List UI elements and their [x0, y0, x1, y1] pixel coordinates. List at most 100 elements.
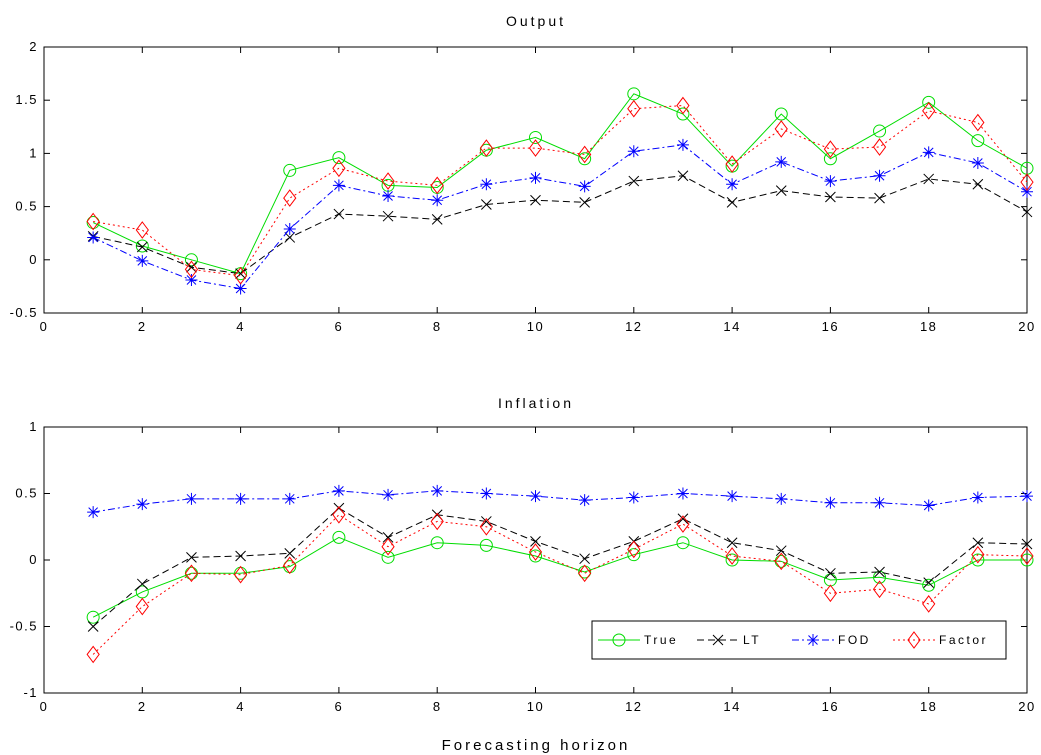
inflation-series-true-point [381, 550, 395, 564]
output-series-fod-point [676, 138, 689, 151]
inflation-series-lt-point [382, 532, 394, 543]
inflation-x-tick-label: 0 [40, 699, 49, 714]
output-series-factor-point [479, 139, 493, 157]
x-axis-label: Forecasting horizon [442, 737, 631, 754]
inflation-series-lt-point [677, 513, 689, 525]
inflation-series-factor-point [381, 537, 395, 556]
output-series-fod-point [578, 180, 591, 193]
inflation-series-true-point [725, 553, 739, 567]
output-series-lt-point [382, 210, 394, 222]
output-series-true-point [922, 95, 936, 109]
output-series-factor-line [93, 105, 1028, 277]
inflation-series-lt-point [825, 567, 836, 579]
inflation-series-fod-point [775, 492, 788, 505]
output-series-fod-point [87, 231, 100, 244]
output-panel: Output 0 2 4 6 8 10 12 14 16 18 20-0.500.511.52 [10, 13, 1035, 334]
inflation-y-tick-label: -0.5 [10, 619, 38, 634]
legend-true-marker [612, 633, 626, 647]
inflation-series-lt-point [480, 516, 492, 527]
output-y-tick-label: 0 [29, 252, 38, 267]
inflation-series-true-point [430, 536, 444, 550]
output-series-factor-point [578, 145, 592, 164]
output-marks: 0 2 4 6 8 10 12 14 16 18 20-0.500.511.52 [10, 39, 1035, 334]
inflation-x-tick-label: 2 [138, 699, 147, 714]
output-series-lt-point [825, 191, 836, 203]
inflation-series-factor-point [872, 580, 887, 599]
output-series-lt-point [284, 232, 296, 243]
inflation-y-tick-label: 0 [29, 552, 38, 567]
inflation-series-lt-point [186, 551, 197, 563]
inflation-x-tick-label: 12 [625, 699, 642, 714]
output-series-factor-point [823, 140, 838, 158]
inflation-series-factor-point [430, 512, 444, 531]
output-series-fod-point [529, 171, 542, 184]
inflation-series-lt-point [923, 577, 935, 588]
output-series-lt-point [972, 178, 984, 190]
inflation-series-fod-line [93, 490, 1028, 513]
output-series-lt-point [726, 196, 738, 208]
output-series-lt-point [333, 208, 345, 220]
output-series-factor-point [381, 172, 395, 190]
inflation-x-tick-label: 20 [1018, 699, 1035, 714]
legend-lt-marker [712, 634, 724, 646]
inflation-series-fod-point [676, 487, 689, 500]
output-series-true-point [283, 163, 297, 177]
output-series-fod-point [775, 155, 788, 168]
inflation-x-tick-label: 6 [335, 699, 344, 714]
inflation-title: Inflation [498, 395, 574, 411]
inflation-series-true-point [479, 538, 493, 552]
output-x-tick-label: 6 [335, 319, 344, 334]
inflation-marks: 0 2 4 6 8 10 12 14 16 18 20 -1 -0.5 0 0.5 1 [10, 419, 1035, 714]
output-series-lt-point [923, 173, 935, 185]
inflation-series-factor-point [283, 556, 297, 575]
output-x-tick-label: 8 [433, 319, 442, 334]
inflation-series-fod-point [382, 488, 395, 501]
output-series-true-point [676, 107, 690, 121]
inflation-y-tick-label: 1 [29, 419, 38, 434]
output-series-true-point [627, 87, 641, 101]
inflation-series-fod-point [578, 494, 591, 507]
inflation-series-fod-point [283, 492, 296, 505]
output-x-tick-label: 0 [40, 319, 49, 334]
output-series-lt-point [677, 170, 689, 182]
output-series-factor-point [135, 221, 149, 239]
inflation-y-tick-label: -1 [23, 685, 38, 700]
inflation-series-factor-point [86, 645, 100, 664]
output-series-true-point [578, 152, 592, 166]
inflation-series-factor-point [135, 597, 149, 616]
output-x-tick-label: 2 [138, 319, 147, 334]
output-series-fod-point [431, 194, 444, 207]
output-series-fod-point [185, 274, 198, 287]
legend-factor-label: Factor [939, 633, 988, 647]
inflation-x-tick-label: 8 [433, 699, 442, 714]
output-series-fod-point [824, 175, 837, 188]
chart-legend: True LT FOD Factor [591, 620, 1007, 660]
inflation-series-fod-point [87, 506, 100, 519]
output-series-true-point [774, 107, 788, 121]
output-series-true-point [529, 130, 542, 144]
inflation-x-tick-label: 10 [527, 699, 544, 714]
inflation-series-factor-point [725, 547, 739, 565]
inflation-series-lt-point [235, 550, 246, 562]
inflation-series-true-point [529, 549, 542, 563]
output-x-tick-label: 16 [822, 319, 839, 334]
inflation-series-factor-line [92, 514, 1028, 655]
output-x-tick-label: 12 [625, 319, 642, 334]
inflation-series-lt-point [136, 578, 148, 590]
inflation-series-true-point [627, 548, 641, 562]
output-series-factor-point [528, 139, 543, 157]
output-series-lt-point [1021, 206, 1033, 218]
inflation-series-fod-point [234, 492, 247, 505]
output-title: Output [506, 13, 566, 29]
inflation-series-fod-point [136, 498, 149, 511]
output-series-lt-point [186, 261, 197, 273]
inflation-series-fod-point [726, 490, 739, 503]
output-series-fod-point [922, 146, 935, 159]
output-x-tick-label: 18 [920, 319, 937, 334]
output-x-tick-label: 20 [1018, 319, 1035, 334]
output-series-lt-point [431, 214, 443, 225]
output-series-true-point [184, 253, 198, 267]
inflation-series-factor-point [823, 584, 838, 603]
output-series-factor-point [971, 113, 985, 132]
